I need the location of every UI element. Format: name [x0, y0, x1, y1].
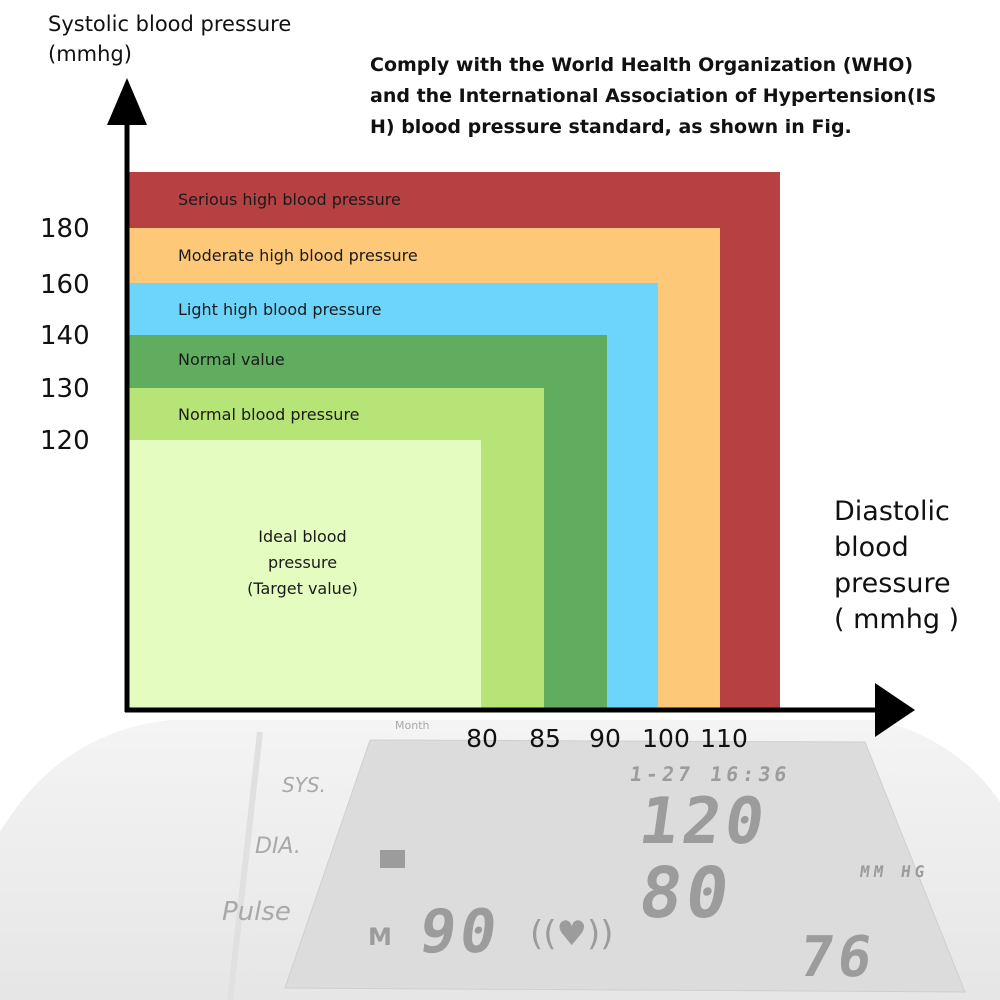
x-axis-title: Diastolic blood pressure ( mmhg ) [834, 494, 959, 638]
y-tick-140: 140 [40, 321, 90, 351]
ideal-label-line: pressure [267, 553, 338, 572]
y-tick-180: 180 [40, 214, 90, 244]
x-axis-arrow-icon [875, 683, 915, 737]
x-tick-80: 80 [466, 724, 498, 753]
x-axis-title-line3: pressure [834, 568, 951, 599]
memory-label: M [368, 923, 392, 951]
pulse-label: Pulse [222, 897, 291, 927]
indicator-square [380, 850, 405, 868]
x-tick-100: 100 [642, 724, 690, 753]
band-ideal [127, 440, 481, 710]
y-tick-120: 120 [40, 426, 90, 456]
standard-note: Comply with the World Health Organizatio… [370, 50, 936, 143]
ideal-label-line: (Target value) [247, 579, 358, 598]
x-tick-85: 85 [529, 724, 561, 753]
device-body-shape [0, 720, 1000, 1000]
x-axis-title-line2: blood [834, 532, 909, 563]
y-axis-title-line1: Systolic blood pressure [48, 12, 292, 36]
band-serious-high-label: Serious high blood pressure [178, 190, 401, 209]
note-line-3: H) blood pressure standard, as shown in … [370, 116, 852, 138]
x-tick-90: 90 [589, 724, 621, 753]
y-axis-arrow-icon [107, 78, 147, 125]
note-line-1: Comply with the World Health Organizatio… [370, 54, 914, 76]
y-axis-title-line2: (mmhg) [48, 42, 132, 66]
y-tick-160: 160 [40, 270, 90, 300]
heart-icon: ((♥)) [530, 914, 614, 954]
x-axis-title-line1: Diastolic [834, 496, 950, 527]
x-tick-110: 110 [700, 724, 748, 753]
band-moderate-high-label: Moderate high blood pressure [178, 246, 418, 265]
band-normal-value-label: Normal value [178, 350, 285, 369]
note-line-2: and the International Association of Hyp… [370, 85, 937, 107]
ideal-label-line: Ideal blood [258, 527, 347, 546]
band-light-high-label: Light high blood pressure [178, 300, 382, 319]
band-normal-label: Normal blood pressure [178, 405, 360, 424]
y-tick-130: 130 [40, 374, 90, 404]
blood-pressure-monitor-device: SYS. DIA. Pulse Month 1-27 16:36 120 80 … [0, 712, 1000, 1000]
month-label: Month [395, 719, 430, 732]
x-axis-title-line4: ( mmhg ) [834, 604, 960, 635]
band-ideal-label: Ideal blood pressure (Target value) [200, 524, 405, 602]
dia-label: DIA. [255, 834, 301, 859]
sys-label: SYS. [282, 773, 326, 797]
